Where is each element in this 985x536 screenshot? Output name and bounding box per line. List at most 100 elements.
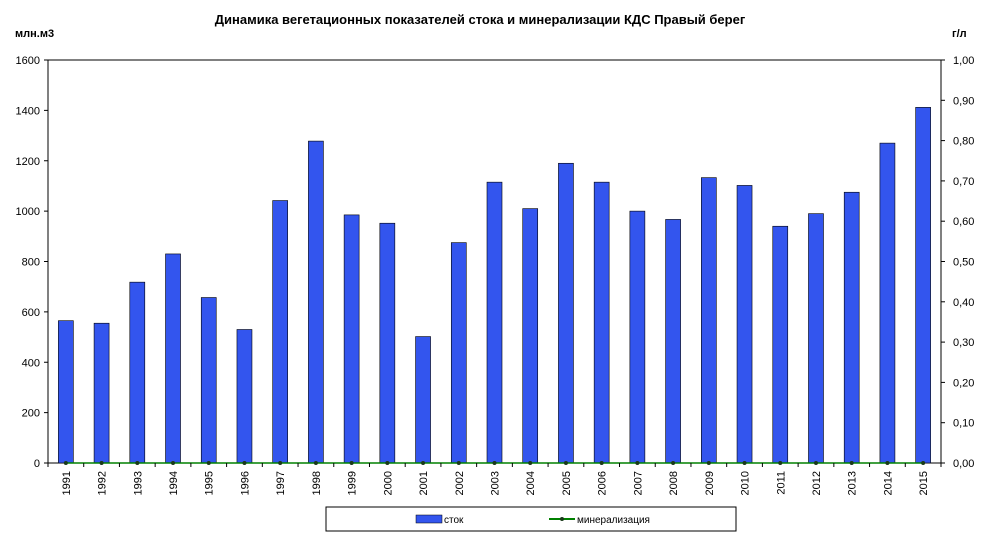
x-axis-tick-label: 1997 (275, 471, 287, 495)
x-axis-tick-label: 1992 (97, 471, 109, 495)
mineralization-point (528, 461, 533, 465)
right-axis-tick-label: 0,50 (953, 257, 974, 269)
mineralization-point (813, 461, 818, 465)
legend-marker-mineralization (560, 517, 564, 521)
right-axis-tick-label: 0,80 (953, 136, 974, 148)
line-series-mineralization (63, 461, 926, 465)
left-axis-tick-label: 800 (22, 257, 40, 269)
mineralization-point (563, 461, 568, 465)
x-axis-tick-label: 2014 (882, 471, 894, 495)
bar (522, 208, 539, 464)
x-axis-tick-label: 2001 (418, 471, 430, 495)
x-axis-tick-label: 1998 (311, 471, 323, 495)
bar (629, 210, 646, 464)
bar (165, 253, 181, 464)
bar (558, 162, 574, 464)
left-axis-tick-label: 1600 (16, 55, 40, 67)
mineralization-point (63, 461, 68, 465)
x-axis-tick-label: 2003 (490, 471, 502, 495)
mineralization-point (599, 461, 604, 465)
bar (272, 200, 288, 464)
left-axis-tick-label: 1400 (16, 105, 40, 117)
left-axis-tick-label: 1000 (16, 206, 40, 218)
left-axis-tick-label: 400 (22, 357, 40, 369)
left-axis-tick-label: 600 (22, 307, 40, 319)
mineralization-point (456, 461, 461, 465)
mineralization-point (492, 461, 497, 465)
mineralization-point (706, 461, 711, 465)
right-axis-tick-label: 0,20 (953, 377, 974, 389)
bar (343, 214, 360, 464)
mineralization-point (742, 461, 747, 465)
mineralization-point (171, 461, 176, 465)
x-axis-tick-label: 2004 (525, 471, 537, 495)
x-axis-tick-label: 2002 (454, 471, 466, 495)
left-axis-tick-label: 200 (22, 408, 40, 420)
bar (93, 322, 110, 464)
x-axis-tick-label: 1994 (168, 471, 180, 495)
x-axis: 1991 1992 1993 1994 1995 1996 1997 1998 1999 2000… (47, 463, 942, 495)
left-axis-tick-label: 0 (34, 458, 40, 470)
mineralization-point (778, 461, 783, 465)
bar (58, 320, 74, 464)
bar (772, 225, 789, 464)
bar (665, 219, 681, 464)
left-axis-unit: млн.м3 (15, 28, 54, 40)
x-axis-tick-label: 1991 (61, 471, 73, 495)
mineralization-point (849, 461, 854, 465)
left-axis-tick-label: 1200 (16, 156, 40, 168)
x-axis-tick-label: 2007 (632, 471, 644, 495)
mineralization-point (921, 461, 926, 465)
right-axis-tick-label: 0,90 (953, 95, 974, 107)
x-axis-tick-label: 2009 (704, 471, 716, 495)
right-axis-tick-label: 0,60 (953, 216, 974, 228)
bar (129, 281, 146, 464)
right-axis-tick-label: 0,40 (953, 297, 974, 309)
x-axis-tick-label: 2006 (597, 471, 609, 495)
chart-title: Динамика вегетационных показателей стока… (215, 12, 746, 27)
bar-series-stok (58, 107, 931, 464)
bar (915, 107, 931, 464)
right-axis-tick-label: 0,00 (953, 458, 974, 470)
legend-box (325, 506, 737, 532)
mineralization-point (206, 461, 211, 465)
mineralization-point (135, 461, 140, 465)
right-axis: 0,00 0,10 0,20 0,30 0,40 0,50 0,60 0,70 0,80 0,90… (941, 55, 974, 470)
bar (415, 336, 431, 464)
bar (736, 185, 753, 464)
x-axis-tick-label: 2011 (775, 471, 787, 495)
mineralization-point (385, 461, 390, 465)
mineralization-point (885, 461, 890, 465)
mineralization-point (671, 461, 676, 465)
mineralization-point (242, 461, 247, 465)
x-axis-tick-label: 2005 (561, 471, 573, 495)
x-axis-tick-label: 2015 (918, 471, 930, 495)
bar (236, 329, 253, 464)
bar (808, 213, 824, 464)
legend-label-stok: сток (444, 515, 464, 526)
x-axis-tick-label: 2000 (382, 471, 394, 495)
mineralization-point (421, 461, 426, 465)
legend-swatch-stok (415, 514, 443, 524)
right-axis-tick-label: 0,30 (953, 337, 974, 349)
x-axis-tick-label: 2008 (668, 471, 680, 495)
mineralization-point (99, 461, 104, 465)
x-axis-tick-label: 1996 (239, 471, 251, 495)
x-axis-tick-label: 2012 (811, 471, 823, 495)
x-axis-tick-label: 1995 (204, 471, 216, 495)
x-axis-tick-label: 1993 (132, 471, 144, 495)
bar (308, 140, 324, 464)
left-axis: 0 200 400 600 800 1000 1200 1400 1600 (16, 55, 48, 470)
right-axis-tick-label: 0,70 (953, 176, 974, 188)
legend: сток минерализация (325, 506, 737, 532)
bar (843, 191, 860, 464)
bar (450, 242, 467, 464)
mineralization-point (278, 461, 283, 465)
bar (701, 177, 717, 464)
bar (879, 142, 896, 464)
x-axis-tick-label: 2010 (740, 471, 752, 495)
right-axis-tick-label: 1,00 (953, 55, 974, 67)
bar (200, 297, 217, 464)
bar (379, 222, 396, 464)
